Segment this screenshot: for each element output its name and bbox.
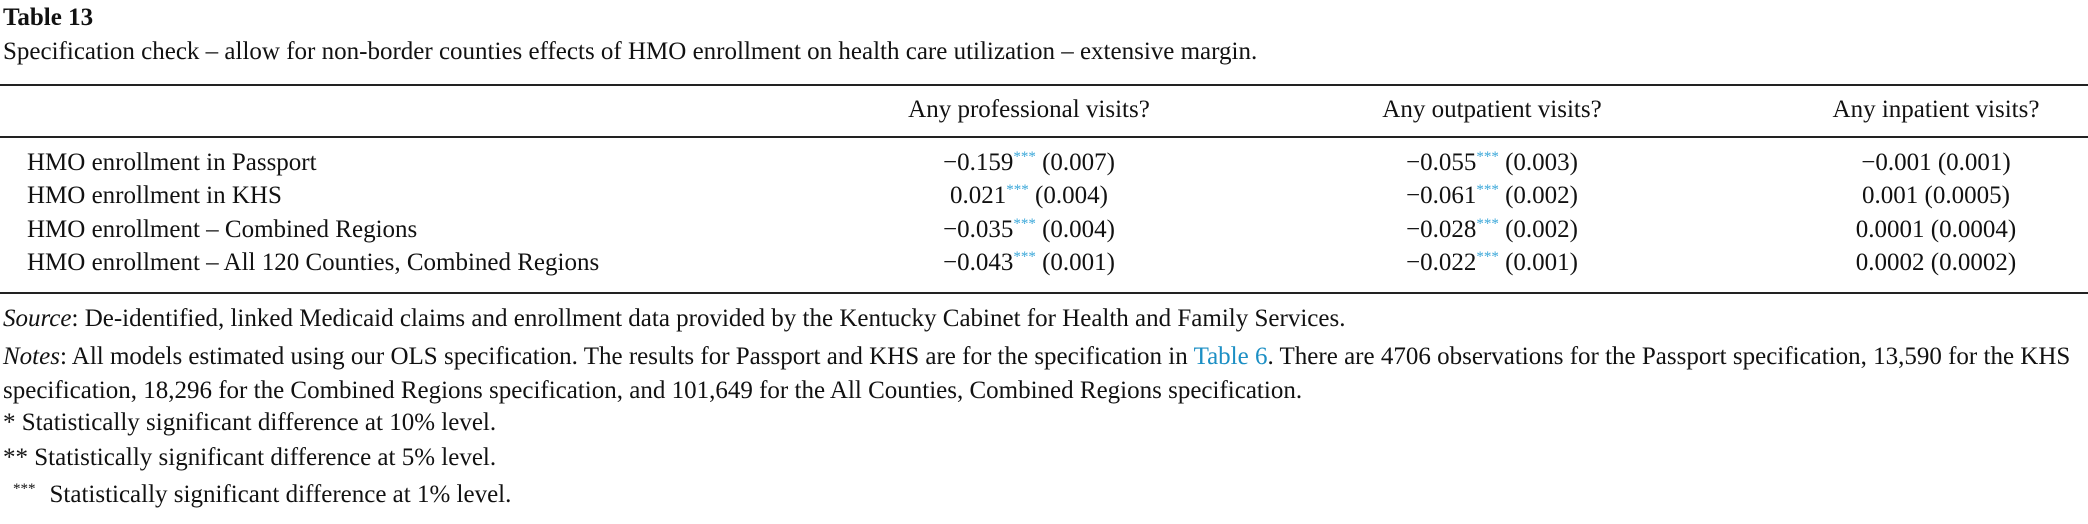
row-label: HMO enrollment in KHS (27, 182, 282, 209)
notes-label: Notes (3, 343, 60, 370)
significance-stars: *** (1013, 149, 1036, 165)
estimate: −0.055 (1405, 149, 1477, 176)
cell: −0.055*** (0.003) (1262, 149, 1722, 177)
footnote-marker: * (3, 409, 16, 436)
rule (0, 292, 2088, 294)
estimate: −0.043 (942, 249, 1014, 276)
row-label: HMO enrollment – All 120 Counties, Combi… (27, 249, 600, 276)
notes: Notes: All models estimated using our OL… (3, 340, 2085, 408)
source-label: Source (3, 305, 72, 332)
cell: 0.0001 (0.0004) (1706, 216, 2088, 244)
table-caption: Specification check – allow for non-bord… (3, 38, 1258, 65)
cell: −0.159*** (0.007) (799, 149, 1259, 177)
row-label: HMO enrollment in Passport (27, 149, 317, 176)
column-header: Any inpatient visits? (1832, 96, 2040, 123)
source: Source: De-identified, linked Medicaid c… (3, 305, 1345, 333)
estimate: 0.0001 (1855, 216, 1925, 243)
significance-stars: *** (1476, 182, 1499, 198)
footnote-text: Statistically significant difference at … (34, 444, 497, 471)
standard-error: (0.007) (1042, 149, 1115, 176)
cell: 0.001 (0.0005) (1706, 182, 2088, 210)
cell: −0.061*** (0.002) (1262, 182, 1722, 210)
column-header: Any professional visits? (908, 96, 1150, 123)
footnote-text: Statistically significant difference at … (49, 481, 512, 508)
significance-stars: *** (1476, 249, 1499, 265)
estimate: 0.021 (950, 182, 1007, 209)
standard-error: (0.001) (1042, 249, 1115, 276)
cell: −0.001 (0.001) (1706, 149, 2088, 177)
table-link[interactable]: Table 6 (1193, 343, 1268, 370)
cell: 0.021*** (0.004) (799, 182, 1259, 210)
source-text: : De-identified, linked Medicaid claims … (71, 305, 1346, 332)
rule (0, 84, 2088, 86)
significance-stars: *** (1006, 182, 1029, 198)
estimate: −0.022 (1405, 249, 1477, 276)
standard-error: (0.001) (1505, 249, 1578, 276)
estimate: −0.028 (1405, 216, 1477, 243)
table-title: Table 13 (3, 4, 94, 31)
column-header: Any outpatient visits? (1382, 96, 1602, 123)
significance-stars: *** (1013, 216, 1036, 232)
estimate: −0.035 (942, 216, 1014, 243)
footnote: *** Statistically significant difference … (3, 481, 511, 509)
significance-stars: *** (1013, 249, 1036, 265)
cell: −0.022*** (0.001) (1262, 249, 1722, 277)
notes-text: . There are 4706 observations for the Pa… (3, 343, 2071, 404)
rule (0, 136, 2088, 138)
footnote-text: Statistically significant difference at … (21, 409, 497, 436)
cell: −0.028*** (0.002) (1262, 216, 1722, 244)
standard-error: (0.002) (1505, 182, 1578, 209)
significance-stars: *** (1476, 216, 1499, 232)
footnote: * Statistically significant difference a… (3, 409, 496, 437)
footnote: ** Statistically significant difference … (3, 444, 496, 472)
standard-error: (0.0002) (1930, 249, 2017, 276)
standard-error: (0.0005) (1924, 182, 2010, 209)
cell: −0.035*** (0.004) (799, 216, 1259, 244)
row-label: HMO enrollment – Combined Regions (27, 216, 418, 243)
estimate: 0.0002 (1855, 249, 1925, 276)
standard-error: (0.004) (1042, 216, 1115, 243)
standard-error: (0.001) (1937, 149, 2011, 176)
estimate: −0.061 (1405, 182, 1477, 209)
standard-error: (0.003) (1505, 149, 1578, 176)
footnote-marker: *** (13, 481, 36, 497)
estimate: 0.001 (1862, 182, 1919, 209)
estimate: −0.159 (942, 149, 1014, 176)
notes-text: : All models estimated using our OLS spe… (59, 343, 1188, 370)
standard-error: (0.0004) (1930, 216, 2017, 243)
significance-stars: *** (1476, 149, 1499, 165)
standard-error: (0.002) (1505, 216, 1578, 243)
standard-error: (0.004) (1035, 182, 1108, 209)
estimate: −0.001 (1861, 149, 1932, 176)
cell: 0.0002 (0.0002) (1706, 249, 2088, 277)
footnote-marker: ** (3, 444, 28, 471)
cell: −0.043*** (0.001) (799, 249, 1259, 277)
